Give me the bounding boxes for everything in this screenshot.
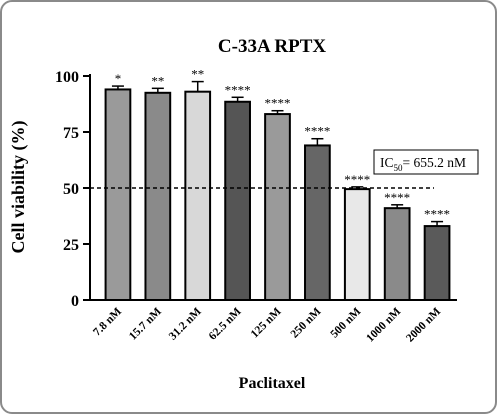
y-tick-label: 25 — [63, 237, 79, 254]
significance-label: **** — [384, 190, 410, 205]
x-tick-label: 2000 nM — [404, 306, 443, 345]
significance-label: ** — [151, 73, 164, 88]
y-tick-label: 0 — [71, 293, 79, 310]
bar — [343, 188, 371, 301]
bar — [383, 207, 411, 301]
significance-label: **** — [424, 207, 450, 222]
x-axis-label: Paclitaxel — [239, 375, 306, 392]
significance-label: * — [115, 71, 122, 86]
significance-label: **** — [304, 124, 330, 139]
significance-label: **** — [265, 96, 291, 111]
bar — [264, 113, 291, 301]
bar-chart: C-33A RPTX Cell viability (%) Paclitaxel… — [8, 36, 479, 392]
annotation-box — [373, 149, 479, 175]
bar — [423, 225, 451, 301]
y-tick-label: 75 — [63, 125, 79, 142]
y-axis-label: Cell viability (%) — [8, 121, 29, 254]
chart-title: C-33A RPTX — [218, 36, 326, 57]
significance-label: **** — [225, 82, 251, 97]
x-tick-label: 62.5 nM — [207, 306, 244, 343]
y-tick-label: 50 — [63, 181, 79, 198]
x-tick-label: 125 nM — [249, 306, 284, 341]
x-tick-label: 7.8 nM — [91, 306, 124, 339]
significance-label: ** — [191, 67, 204, 82]
x-tick-label: 1000 nM — [364, 306, 403, 345]
significance-label: **** — [344, 172, 370, 187]
x-tick-label: 500 nM — [328, 306, 363, 341]
y-tick-label: 100 — [55, 69, 79, 86]
plot-area: 0 25 50 75 100 * 7.8 nM ** 15.7 nM ** 31.2 nM **** 6… — [55, 67, 479, 345]
x-tick-label: 31.2 nM — [167, 306, 204, 343]
bar — [184, 90, 212, 302]
bar — [104, 88, 132, 301]
x-tick-label: 250 nM — [289, 306, 324, 341]
bar — [224, 100, 251, 302]
x-tick-label: 15.7 nM — [127, 306, 164, 343]
ic50-annotation: IC50= 655.2 nM — [380, 155, 466, 173]
bar — [144, 91, 172, 301]
bar — [304, 144, 331, 301]
